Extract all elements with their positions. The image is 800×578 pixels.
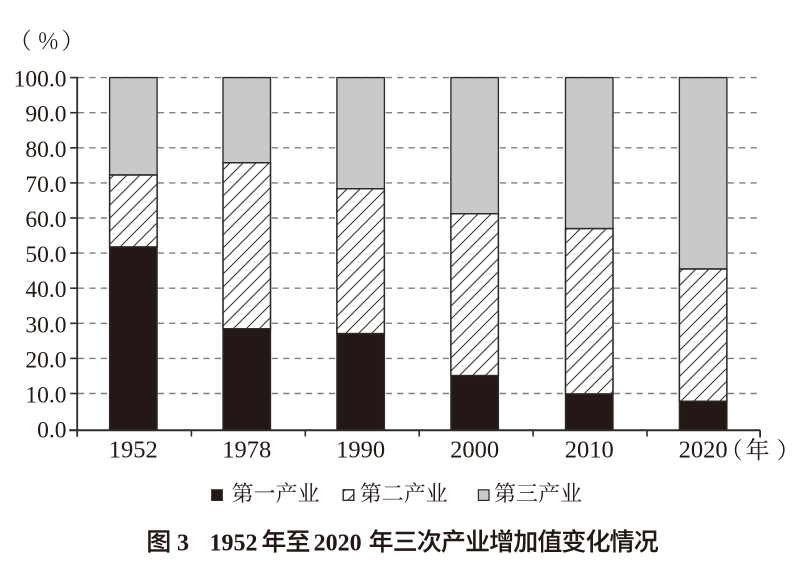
svg-text:20.0: 20.0: [25, 347, 66, 373]
svg-text:2010: 2010: [565, 437, 614, 464]
svg-text:50.0: 50.0: [25, 242, 66, 268]
svg-text:2020: 2020: [679, 437, 728, 464]
svg-text:1952: 1952: [109, 437, 158, 464]
svg-text:60.0: 60.0: [25, 207, 66, 233]
svg-text:90.0: 90.0: [25, 102, 66, 128]
svg-text:70.0: 70.0: [25, 172, 66, 198]
svg-text:30.0: 30.0: [25, 312, 66, 338]
svg-text:3: 3: [177, 530, 189, 556]
svg-text:1952: 1952: [210, 530, 258, 556]
svg-text:2000: 2000: [450, 437, 499, 464]
svg-text:2020: 2020: [314, 530, 362, 556]
svg-text:80.0: 80.0: [25, 137, 66, 163]
svg-text:10.0: 10.0: [25, 383, 66, 409]
svg-text:1978: 1978: [222, 437, 271, 464]
svg-text:1990: 1990: [336, 437, 385, 464]
svg-text:100.0: 100.0: [14, 67, 67, 93]
svg-text:40.0: 40.0: [25, 277, 66, 303]
svg-text:0.0: 0.0: [37, 418, 66, 444]
